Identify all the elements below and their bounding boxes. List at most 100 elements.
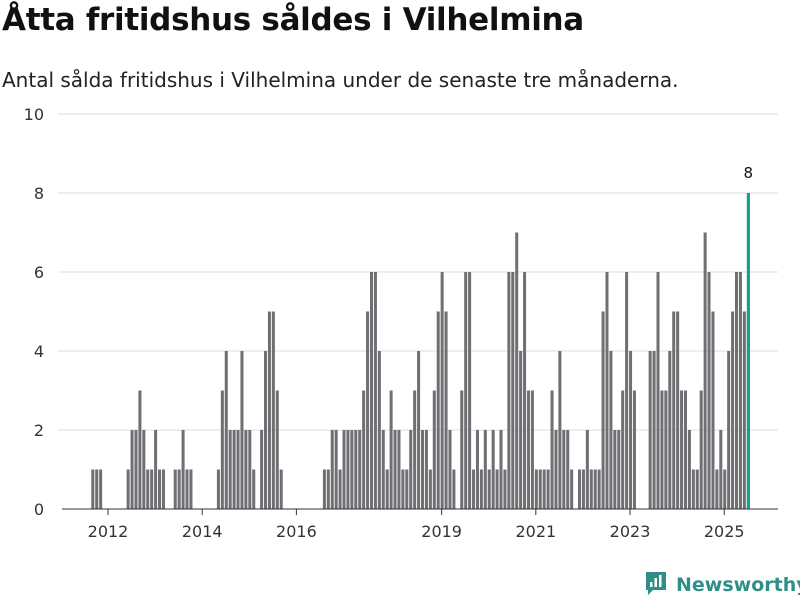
bar: [405, 469, 409, 509]
bar: [397, 430, 401, 509]
bar: [428, 469, 432, 509]
bar: [322, 469, 326, 509]
bar: [150, 469, 154, 509]
bar: [526, 390, 530, 509]
bar: [181, 430, 185, 509]
bar: [228, 430, 232, 509]
bar: [715, 469, 719, 509]
bar: [613, 430, 617, 509]
bar: [578, 469, 582, 509]
bar: [507, 272, 511, 509]
bar: [373, 272, 377, 509]
bar: [727, 351, 731, 509]
bar: [417, 351, 421, 509]
bar: [260, 430, 264, 509]
bar: [338, 469, 342, 509]
bar: [554, 430, 558, 509]
x-tick-label: 2021: [515, 522, 556, 541]
y-tick-label: 0: [34, 500, 44, 519]
bar: [279, 469, 283, 509]
bar: [232, 430, 236, 509]
bar: [275, 390, 279, 509]
bar: [385, 469, 389, 509]
bar: [142, 430, 146, 509]
bar: [161, 469, 165, 509]
bar: [264, 351, 268, 509]
bar: [668, 351, 672, 509]
bar: [703, 232, 707, 509]
bar: [683, 390, 687, 509]
bar: [597, 469, 601, 509]
bar: [393, 430, 397, 509]
bar: [687, 430, 691, 509]
bar: [558, 351, 562, 509]
bar: [342, 430, 346, 509]
bar: [475, 430, 479, 509]
bar: [589, 469, 593, 509]
x-tick-label: 2025: [704, 522, 745, 541]
bar: [530, 390, 534, 509]
bar: [189, 469, 193, 509]
bar: [511, 272, 515, 509]
bar: [735, 272, 739, 509]
bar: [605, 272, 609, 509]
bar: [271, 311, 275, 509]
bar: [648, 351, 652, 509]
bar: [629, 351, 633, 509]
bar: [652, 351, 656, 509]
bar: [138, 390, 142, 509]
bar: [523, 272, 527, 509]
bar: [742, 311, 746, 509]
bar: [621, 390, 625, 509]
bar: [625, 272, 629, 509]
bar: [216, 469, 220, 509]
bar: [546, 469, 550, 509]
bar: [660, 390, 664, 509]
chart-title: Åtta fritidshus såldes i Vilhelmina: [2, 2, 584, 38]
bar: [177, 469, 181, 509]
bar: [377, 351, 381, 509]
brand[interactable]: Newsworthy: [644, 570, 800, 600]
bar: [519, 351, 523, 509]
bar: [695, 469, 699, 509]
bar: [672, 311, 676, 509]
bar: [326, 469, 330, 509]
bar: [220, 390, 224, 509]
bar: [421, 430, 425, 509]
bar: [413, 390, 417, 509]
x-tick-label: 2016: [276, 522, 317, 541]
bar: [585, 430, 589, 509]
bar: [479, 469, 483, 509]
bar: [346, 430, 350, 509]
bar: [487, 469, 491, 509]
bar: [126, 469, 130, 509]
bar: [503, 469, 507, 509]
bar: [436, 311, 440, 509]
bar: [738, 272, 742, 509]
bar: [515, 232, 519, 509]
bar: [381, 430, 385, 509]
bar: [334, 430, 338, 509]
bar: [483, 430, 487, 509]
bar: [550, 390, 554, 509]
y-tick-label: 2: [34, 421, 44, 440]
highlight-bar: [746, 193, 750, 509]
highlight-data-label: 8: [744, 164, 754, 182]
bar: [444, 311, 448, 509]
bar: [424, 430, 428, 509]
bar: [224, 351, 228, 509]
bar: [460, 390, 464, 509]
bar: [440, 272, 444, 509]
x-tick-label: 2023: [610, 522, 651, 541]
bar: [134, 430, 138, 509]
bar: [676, 311, 680, 509]
bar: [711, 311, 715, 509]
bar: [252, 469, 256, 509]
bar: [534, 469, 538, 509]
y-tick-label: 8: [34, 184, 44, 203]
bar: [154, 430, 158, 509]
bar: [707, 272, 711, 509]
bar: [566, 430, 570, 509]
bar: [617, 430, 621, 509]
bar: [691, 469, 695, 509]
